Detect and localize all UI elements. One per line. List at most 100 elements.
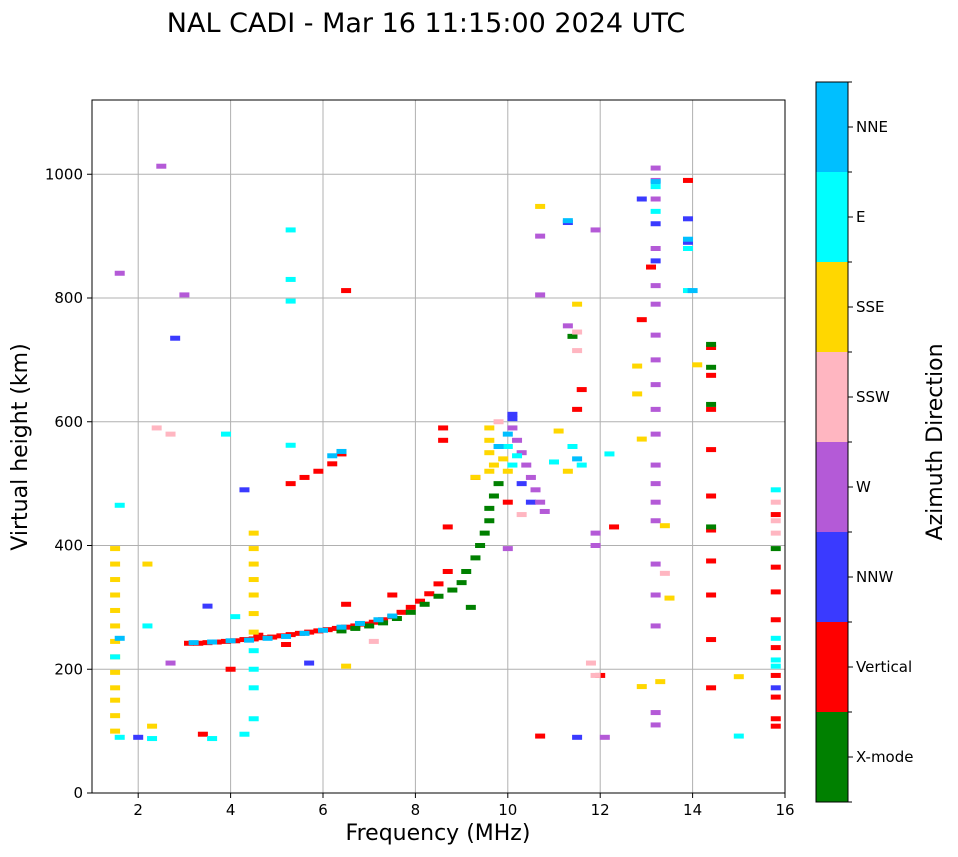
data-point: [706, 527, 717, 533]
data-point: [299, 630, 310, 636]
data-point: [770, 672, 781, 678]
x-tick-label: 2: [133, 801, 143, 819]
data-point: [502, 499, 513, 505]
data-point: [535, 292, 546, 298]
data-point: [706, 364, 717, 370]
colorbar-title: Azimuth Direction: [923, 343, 948, 540]
data-point: [539, 508, 550, 514]
data-point: [650, 258, 661, 264]
x-tick-label: 12: [591, 801, 610, 819]
data-point: [525, 474, 536, 480]
data-point: [507, 411, 518, 417]
data-point: [484, 450, 495, 456]
data-point: [110, 728, 121, 734]
data-point: [770, 645, 781, 651]
data-point: [590, 672, 601, 678]
data-point: [502, 444, 513, 449]
colorbar-label: SSW: [856, 388, 890, 406]
data-point: [770, 518, 781, 524]
data-point: [364, 623, 375, 629]
data-point: [650, 710, 661, 716]
data-point: [225, 666, 236, 672]
x-tick-label: 8: [411, 801, 421, 819]
data-point: [220, 431, 231, 437]
data-point: [585, 660, 596, 666]
data-point: [114, 635, 125, 641]
data-point: [368, 638, 379, 644]
data-point: [682, 239, 693, 245]
data-point: [438, 425, 449, 431]
data-point: [285, 481, 296, 487]
x-tick-label: 14: [683, 801, 702, 819]
data-point: [706, 341, 717, 347]
colorbar-segment: [816, 262, 848, 352]
data-point: [188, 640, 199, 646]
data-point: [493, 444, 504, 449]
data-point: [733, 674, 744, 680]
data-point: [110, 654, 121, 660]
data-point: [590, 227, 601, 233]
data-point: [341, 601, 352, 607]
data-point: [530, 487, 541, 493]
data-point: [479, 530, 490, 536]
data-point: [354, 620, 365, 626]
data-point: [207, 639, 218, 645]
data-point: [572, 734, 583, 740]
data-point: [706, 592, 717, 598]
colorbar-segment: [816, 442, 848, 532]
data-point: [110, 638, 121, 644]
data-point: [650, 499, 661, 505]
data-point: [456, 580, 467, 586]
data-point: [687, 288, 698, 294]
data-point: [682, 216, 693, 222]
data-point: [313, 468, 324, 474]
data-point: [239, 487, 250, 493]
data-point: [415, 598, 426, 604]
data-point: [424, 591, 435, 597]
data-point: [197, 731, 208, 737]
colorbar-label: E: [856, 208, 865, 226]
data-point: [706, 493, 717, 499]
data-point: [110, 546, 121, 552]
colorbar-label: Vertical: [856, 658, 912, 676]
data-point: [253, 632, 264, 638]
data-point: [632, 363, 643, 369]
data-point: [650, 722, 661, 728]
data-point: [341, 288, 352, 294]
data-point: [706, 345, 717, 350]
data-point: [248, 629, 259, 635]
data-point: [493, 481, 504, 487]
colorbar-label: NNE: [856, 118, 888, 136]
data-point: [110, 669, 121, 675]
data-point: [512, 453, 523, 459]
data-point: [442, 568, 453, 574]
data-point: [650, 208, 661, 214]
data-point: [165, 660, 176, 666]
data-point: [535, 203, 546, 209]
data-point: [433, 581, 444, 587]
data-point: [650, 357, 661, 363]
data-point: [299, 474, 310, 480]
colorbar-segment: [816, 712, 848, 802]
data-point: [706, 685, 717, 691]
data-point: [378, 620, 389, 626]
x-tick-label: 6: [318, 801, 328, 819]
data-point: [433, 593, 444, 599]
data-point: [770, 716, 781, 722]
data-point: [706, 372, 717, 378]
data-point: [572, 406, 583, 412]
data-point: [248, 561, 259, 567]
x-axis-title: Frequency (MHz): [346, 821, 531, 846]
data-point: [535, 233, 546, 239]
data-point: [572, 329, 583, 335]
data-point: [650, 592, 661, 598]
plot-frame: [91, 99, 786, 794]
data-point: [650, 406, 661, 412]
data-point: [304, 660, 315, 666]
colorbar-segment: [816, 622, 848, 712]
data-point: [770, 512, 781, 518]
data-point: [248, 546, 259, 552]
data-point: [636, 317, 647, 323]
data-point: [248, 530, 259, 536]
